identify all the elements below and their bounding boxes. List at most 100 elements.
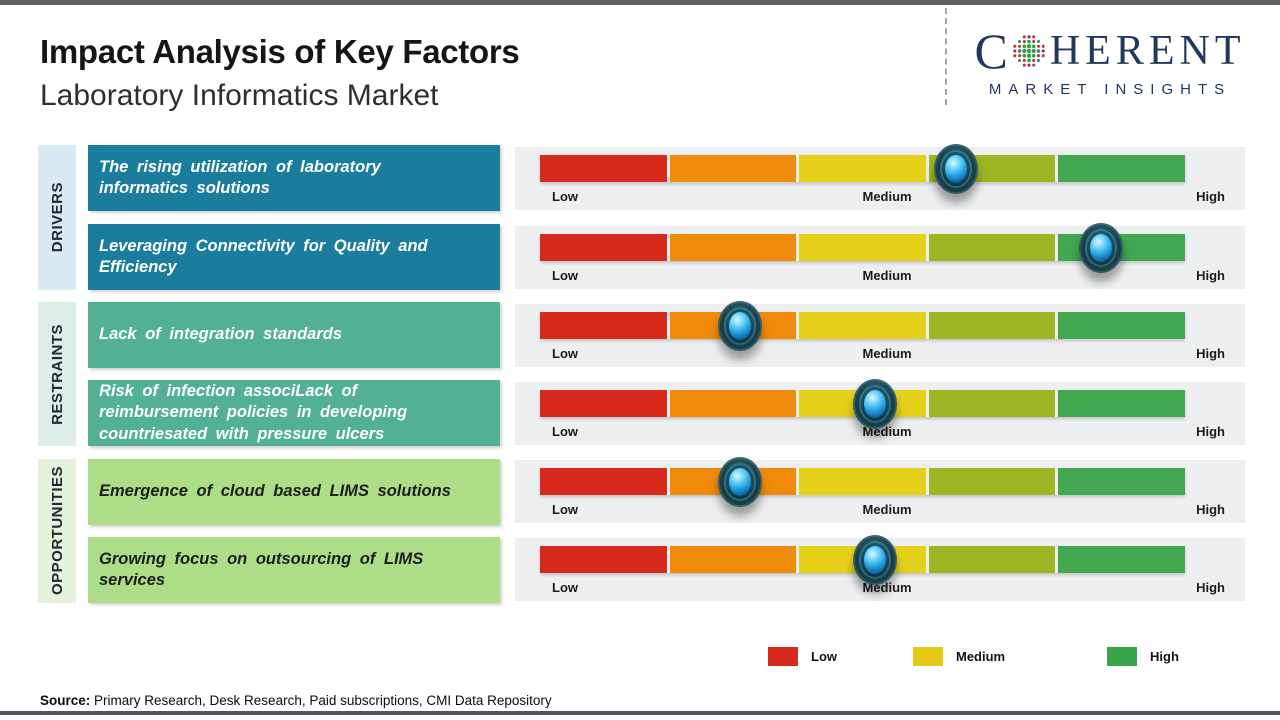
category-label-drivers: DRIVERS — [48, 182, 66, 253]
brand-tagline: MARKET INSIGHTS — [988, 81, 1232, 98]
brand-wordmark: C HERENT — [956, 26, 1264, 76]
bar-segment-low — [540, 312, 667, 339]
impact-slider-knob[interactable] — [1079, 222, 1124, 273]
bar-segment-low — [540, 155, 667, 182]
bar-segment-medium — [799, 234, 926, 261]
source-note: Source: Primary Research, Desk Research,… — [40, 693, 552, 708]
impact-bar — [540, 378, 1185, 429]
source-prefix: Source: — [40, 693, 91, 708]
impact-bar-segments — [540, 312, 1185, 339]
scale-label-high: High — [1196, 346, 1225, 361]
header: Impact Analysis of Key Factors Laborator… — [40, 33, 520, 113]
category-label-opportunities: OPPORTUNITIES — [48, 466, 66, 596]
factor-text: Lack of integration standards — [99, 325, 343, 344]
scale-label-low: Low — [552, 580, 578, 595]
legend-swatch-high — [1107, 647, 1137, 666]
factor-text: Growing focus on outsourcing of LIMS ser… — [99, 549, 424, 589]
factor-box: Risk of infection associLack of reimburs… — [88, 380, 500, 446]
bar-segment-low — [540, 546, 667, 573]
impact-scale-row: Low Medium High — [515, 456, 1245, 523]
scale-label-low: Low — [552, 189, 578, 204]
factor-box: Growing focus on outsourcing of LIMS ser… — [88, 537, 500, 603]
brand-logo: C HERENT MARKET INSIGHTS — [956, 26, 1264, 98]
impact-bar — [540, 300, 1185, 351]
scale-label-medium: Medium — [862, 502, 912, 517]
scale-label-low: Low — [552, 502, 578, 517]
bar-segment-low — [540, 468, 667, 495]
factor-text: Risk of infection associLack of reimburs… — [99, 381, 408, 443]
legend-label-medium: Medium — [956, 649, 1006, 664]
scale-label-low: Low — [552, 346, 578, 361]
bar-segment-high — [1058, 390, 1185, 417]
page-title: Impact Analysis of Key Factors — [40, 33, 520, 70]
impact-bar — [540, 222, 1185, 273]
legend-item-medium: Medium — [913, 647, 1005, 666]
impact-bar-segments — [540, 546, 1185, 573]
legend-item-high: High — [1107, 647, 1179, 666]
bar-segment-low-medium — [669, 155, 797, 182]
scale-label-medium: Medium — [862, 346, 912, 361]
impact-bar-segments — [540, 468, 1185, 495]
bar-segment-medium — [799, 312, 926, 339]
bar-segment-medium-high — [928, 468, 1056, 495]
bar-segment-medium-high — [928, 546, 1056, 573]
bar-segment-low-medium — [669, 546, 797, 573]
bar-segment-high — [1058, 468, 1185, 495]
category-strip-restraints: RESTRAINTS — [38, 302, 76, 446]
impact-slider-knob[interactable] — [934, 143, 979, 194]
bar-segment-high — [1058, 546, 1185, 573]
bar-segment-low-medium — [669, 234, 797, 261]
scale-label-medium: Medium — [862, 268, 912, 283]
scale-label-high: High — [1196, 580, 1225, 595]
bar-segment-high — [1058, 312, 1185, 339]
scale-label-low: Low — [552, 424, 578, 439]
header-logo-divider — [945, 8, 947, 105]
factor-box: Emergence of cloud based LIMS solutions — [88, 459, 500, 525]
impact-slider-knob[interactable] — [717, 456, 762, 507]
top-border-rule — [0, 0, 1280, 5]
scale-label-high: High — [1196, 189, 1225, 204]
logo-globe-icon — [1013, 35, 1045, 67]
bar-segment-high — [1058, 155, 1185, 182]
legend-item-low: Low — [768, 647, 837, 666]
source-text: Primary Research, Desk Research, Paid su… — [90, 693, 552, 708]
bar-segment-medium-high — [928, 312, 1056, 339]
legend-swatch-low — [768, 647, 798, 666]
scale-label-low: Low — [552, 268, 578, 283]
impact-bar — [540, 534, 1185, 585]
factor-box: Leveraging Connectivity for Quality and … — [88, 224, 500, 290]
impact-scale-row: Low Medium High — [515, 534, 1245, 601]
scale-labels: Low Medium High — [540, 268, 1225, 283]
brand-letter-c: C — [974, 23, 1008, 79]
impact-scale-row: Low Medium High — [515, 300, 1245, 367]
scale-labels: Low Medium High — [540, 189, 1225, 204]
category-label-restraints: RESTRAINTS — [48, 323, 66, 425]
category-strip-drivers: DRIVERS — [38, 145, 76, 290]
bar-segment-low-medium — [669, 390, 797, 417]
bar-segment-medium-high — [928, 234, 1056, 261]
factor-text: The rising utilization of laboratory inf… — [99, 157, 381, 197]
bottom-border-rule — [0, 711, 1280, 715]
scale-label-high: High — [1196, 424, 1225, 439]
bar-segment-medium-high — [928, 390, 1056, 417]
impact-slider-knob[interactable] — [717, 300, 762, 351]
scale-label-high: High — [1196, 502, 1225, 517]
factor-text: Leveraging Connectivity for Quality and … — [99, 236, 428, 276]
impact-slider-knob[interactable] — [853, 378, 898, 429]
impact-bar — [540, 456, 1185, 507]
bar-segment-low — [540, 390, 667, 417]
impact-bar-segments — [540, 155, 1185, 182]
scale-label-high: High — [1196, 268, 1225, 283]
factor-box: The rising utilization of laboratory inf… — [88, 145, 500, 211]
impact-slider-knob[interactable] — [853, 534, 898, 585]
bar-segment-medium — [799, 155, 926, 182]
bar-segment-medium — [799, 468, 926, 495]
legend-label-high: High — [1150, 649, 1179, 664]
impact-scale-row: Low Medium High — [515, 378, 1245, 445]
scale-label-medium: Medium — [862, 189, 912, 204]
page-subtitle: Laboratory Informatics Market — [40, 79, 439, 112]
legend-swatch-medium — [913, 647, 943, 666]
impact-bar — [540, 143, 1185, 194]
factor-box: Lack of integration standards — [88, 302, 500, 368]
